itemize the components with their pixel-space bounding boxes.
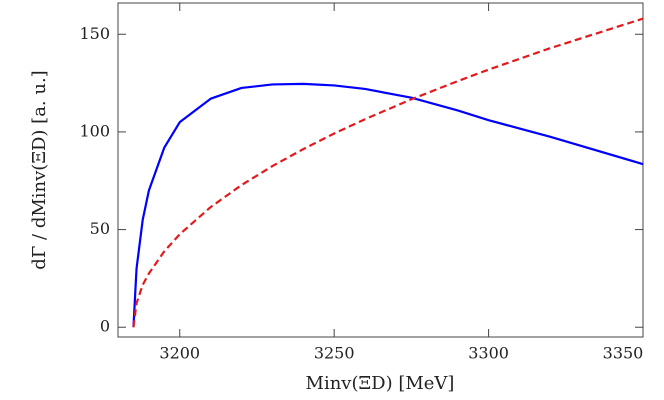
y-tick-label: 100 xyxy=(79,121,110,140)
y-tick-label: 50 xyxy=(90,219,110,238)
x-tick-label: 3300 xyxy=(468,344,509,363)
x-tick-label: 3350 xyxy=(603,344,644,363)
plot-frame xyxy=(117,2,644,338)
line-series xyxy=(132,82,644,328)
x-tick-label: 3250 xyxy=(314,344,355,363)
y-tick-label: 150 xyxy=(79,24,110,43)
y-tick-label: 0 xyxy=(100,317,110,336)
y-axis-label: dΓ / dMinv(ΞD) [a. u.] xyxy=(29,70,50,269)
line-series xyxy=(132,17,644,328)
x-axis-label: Minv(ΞD) [MeV] xyxy=(306,373,455,394)
x-tick-label: 3200 xyxy=(159,344,200,363)
